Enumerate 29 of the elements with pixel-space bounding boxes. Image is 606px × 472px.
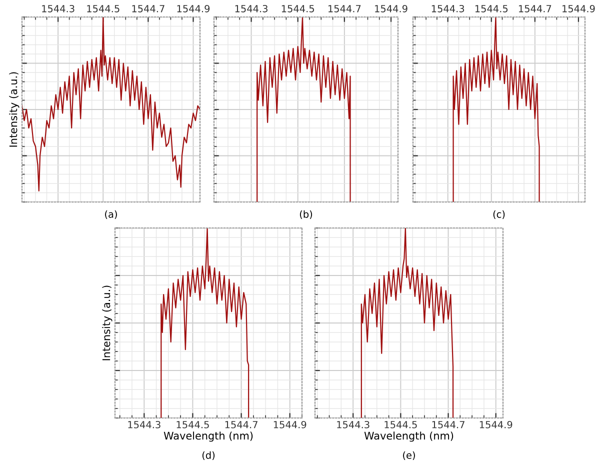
text: (e) — [403, 451, 415, 460]
x-tick-label: 1544.9 — [177, 4, 210, 12]
x-tick-label: 1544.9 — [562, 4, 595, 12]
text: (a) — [105, 210, 117, 220]
x-tick-label: 1544.7 — [132, 5, 164, 12]
x-tick-label: 1544.5 — [282, 5, 314, 12]
x-tick-label: 1544.7 — [432, 421, 464, 428]
x-tick-label: 1544.5 — [475, 5, 508, 12]
x-tick-label: 1544.5 — [384, 421, 417, 428]
x-tick-label: 1544.9 — [375, 4, 408, 12]
x-tick-label: 1544.3 — [128, 420, 160, 428]
x-tick-label: 1544.9 — [274, 420, 306, 428]
x-tick-label: 1544.7 — [518, 5, 552, 12]
x-axis-title: Wavelength (nm) — [164, 432, 253, 442]
y-axis-title: Intensity (a.u.) — [102, 286, 112, 360]
text: (c) — [493, 210, 505, 220]
x-tick-label: 1544.5 — [176, 421, 209, 428]
x-tick-label: 1544.7 — [328, 5, 361, 12]
x-tick-label: 1544.3 — [337, 420, 370, 428]
text: (b) — [300, 210, 312, 220]
x-tick-label: 1544.5 — [87, 5, 120, 12]
y-axis-title: Intensity (a.u.) — [9, 72, 20, 147]
text: (d) — [202, 451, 215, 460]
x-tick-label: 1544.7 — [225, 421, 258, 428]
x-tick-label: 1544.3 — [432, 4, 464, 12]
x-tick-label: 1544.3 — [42, 4, 74, 12]
x-tick-label: 1544.3 — [235, 4, 268, 12]
x-axis-title: Wavelength (nm) — [364, 432, 454, 442]
x-tick-label: 1544.9 — [480, 420, 512, 428]
